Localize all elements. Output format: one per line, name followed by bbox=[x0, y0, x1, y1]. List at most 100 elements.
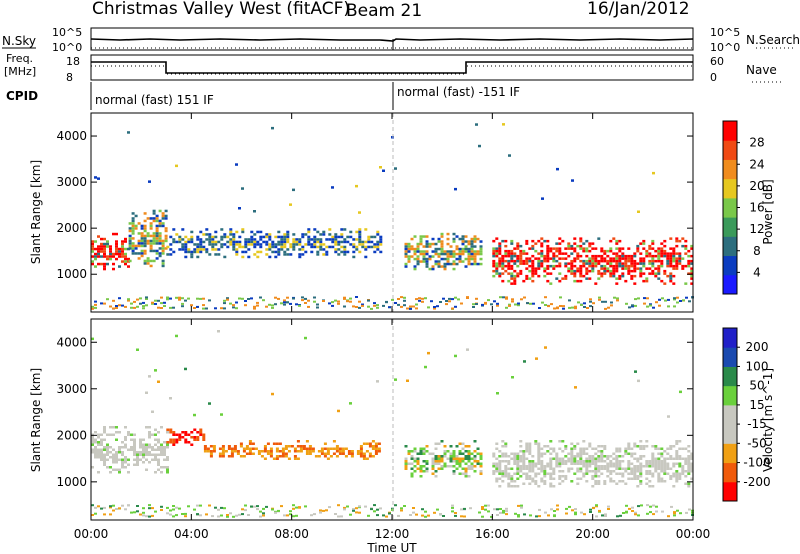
scatter-cell bbox=[676, 296, 679, 299]
scatter-cell bbox=[591, 485, 595, 488]
scatter-cell bbox=[278, 455, 282, 458]
scatter-cell bbox=[199, 504, 202, 507]
scatter-cell bbox=[564, 477, 568, 480]
scatter-cell bbox=[277, 243, 281, 246]
scatter-cell bbox=[145, 458, 148, 461]
scatter-cell bbox=[606, 259, 610, 263]
cpid-segment-1: normal (fast) 151 IF bbox=[95, 93, 214, 107]
scatter-cell bbox=[256, 250, 260, 254]
scatter-cell bbox=[528, 465, 532, 468]
scatter-cell bbox=[564, 274, 568, 278]
scatter-cell bbox=[537, 457, 541, 460]
scatter-cell bbox=[268, 248, 272, 251]
scatter-cell bbox=[373, 504, 376, 507]
scatter-cell bbox=[226, 515, 229, 518]
scatter-cell bbox=[335, 450, 339, 453]
scatter-cell bbox=[633, 472, 637, 475]
scatter-cell bbox=[245, 445, 249, 448]
scatter-cell bbox=[603, 272, 607, 275]
scatter-cell bbox=[172, 238, 176, 241]
scatter-cell bbox=[549, 482, 553, 485]
scatter-cell bbox=[337, 302, 340, 305]
scatter-cell bbox=[687, 450, 691, 453]
scatter-cell bbox=[678, 455, 682, 458]
scatter-cell bbox=[615, 277, 619, 280]
scatter-cell bbox=[470, 452, 474, 455]
scatter-cell bbox=[495, 264, 499, 268]
scatter-cell bbox=[428, 257, 432, 261]
scatter-cell bbox=[481, 303, 484, 306]
scatter-cell bbox=[154, 443, 157, 446]
scatter-cell bbox=[319, 240, 323, 244]
scatter-cell bbox=[208, 240, 212, 244]
scatter-cell bbox=[531, 455, 535, 458]
scatter-cell bbox=[106, 255, 109, 258]
scatter-cell bbox=[627, 257, 631, 260]
scatter-cell bbox=[118, 265, 121, 268]
scatter-cell bbox=[404, 247, 408, 251]
scatter-cell bbox=[562, 305, 565, 308]
scatter-cell bbox=[385, 300, 388, 303]
nave-label: Nave bbox=[746, 63, 777, 77]
scatter-cell bbox=[139, 443, 142, 446]
scatter-cell bbox=[501, 440, 505, 443]
scatter-cell bbox=[540, 452, 544, 455]
scatter-cell bbox=[510, 477, 514, 480]
scatter-cell bbox=[498, 272, 502, 275]
scatter-cell bbox=[419, 450, 423, 453]
scatter-cell bbox=[326, 450, 330, 453]
colorbar-swatch bbox=[723, 140, 737, 160]
scatter-cell bbox=[606, 269, 610, 273]
scatter-cell bbox=[355, 507, 358, 510]
scatter-cell bbox=[256, 505, 259, 508]
scatter-cell bbox=[615, 460, 619, 463]
scatter-cell bbox=[446, 260, 450, 263]
scatter-cell bbox=[473, 250, 477, 253]
scatter-cell bbox=[642, 447, 646, 450]
scatter-cell bbox=[496, 302, 499, 305]
scatter-cell bbox=[633, 274, 637, 278]
scatter-cell bbox=[130, 448, 133, 451]
scatter-cell bbox=[349, 235, 353, 239]
scatter-cell bbox=[146, 217, 150, 220]
scatter-cell bbox=[501, 472, 505, 475]
scatter-cell bbox=[579, 447, 583, 450]
scatter-cell bbox=[634, 304, 637, 307]
scatter-cell bbox=[343, 506, 346, 509]
scatter-cell bbox=[470, 465, 474, 468]
scatter-cell bbox=[522, 259, 526, 263]
scatter-cell bbox=[407, 242, 411, 246]
scatter-cell bbox=[109, 506, 112, 509]
scatter-cell bbox=[416, 242, 420, 246]
scatter-cell bbox=[642, 465, 646, 468]
scatter-cell bbox=[528, 475, 532, 478]
scatter-cell bbox=[304, 250, 308, 254]
scatter-cell bbox=[355, 238, 359, 241]
scatter-cell bbox=[531, 279, 535, 283]
scatter-cell bbox=[690, 254, 694, 258]
scatter-cell bbox=[356, 450, 360, 453]
scatter-cell bbox=[319, 248, 323, 251]
scatter-cell bbox=[146, 242, 150, 245]
scatter-cell bbox=[136, 298, 139, 301]
colorbar-tick-label: 15 bbox=[749, 398, 764, 412]
scatter-cell bbox=[148, 451, 151, 454]
scatter-cell bbox=[510, 267, 514, 270]
scatter-cell bbox=[675, 470, 679, 473]
scatter-cell bbox=[181, 305, 184, 308]
scatter-cell bbox=[128, 259, 132, 263]
scatter-cell bbox=[684, 460, 688, 463]
scatter-cell bbox=[358, 511, 361, 514]
scatter-cell bbox=[606, 457, 610, 460]
scatter-cell bbox=[669, 475, 673, 478]
scatter-cell bbox=[649, 505, 652, 508]
scatter-cell bbox=[112, 456, 115, 459]
scatter-cell bbox=[564, 252, 568, 255]
scatter-cell bbox=[561, 440, 565, 443]
scatter-cell bbox=[181, 436, 185, 439]
scatter-cell bbox=[217, 515, 220, 518]
scatter-cell bbox=[540, 480, 544, 483]
scatter-cell bbox=[193, 413, 196, 417]
scatter-cell bbox=[507, 252, 511, 255]
